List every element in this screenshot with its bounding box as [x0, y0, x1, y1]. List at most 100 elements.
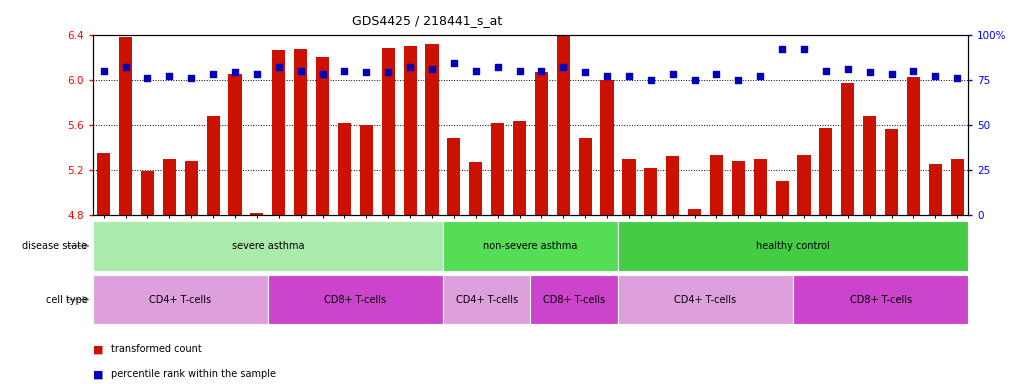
Point	[248, 71, 265, 77]
Point	[511, 68, 527, 74]
Bar	[951, 159, 964, 215]
Bar	[359, 125, 373, 215]
Bar	[381, 48, 394, 215]
Point	[402, 64, 418, 70]
Bar	[530, 275, 618, 324]
Bar	[618, 275, 793, 324]
Point	[271, 64, 287, 70]
Text: cell type: cell type	[45, 295, 88, 305]
Bar	[93, 275, 268, 324]
Bar	[885, 129, 898, 215]
Bar	[929, 164, 941, 215]
Point	[577, 70, 593, 76]
Bar	[579, 138, 591, 215]
Bar	[618, 221, 968, 271]
Bar	[688, 209, 701, 215]
Bar	[443, 275, 530, 324]
Point	[730, 77, 747, 83]
Point	[446, 60, 462, 66]
Bar	[268, 275, 443, 324]
Bar	[163, 159, 176, 215]
Bar	[819, 128, 832, 215]
Point	[796, 46, 813, 52]
Bar	[731, 161, 745, 215]
Bar	[754, 159, 766, 215]
Bar	[118, 37, 132, 215]
Bar	[97, 153, 110, 215]
Bar	[447, 138, 460, 215]
Point	[183, 75, 200, 81]
Point	[949, 75, 965, 81]
Point	[534, 68, 550, 74]
Point	[752, 73, 768, 79]
Bar	[600, 80, 614, 215]
Point	[117, 64, 134, 70]
Text: CD8+ T-cells: CD8+ T-cells	[850, 295, 912, 305]
Bar	[184, 161, 198, 215]
Point	[358, 70, 375, 76]
Bar	[793, 275, 968, 324]
Text: ■: ■	[93, 369, 103, 379]
Bar	[556, 4, 570, 215]
Point	[905, 68, 922, 74]
Point	[139, 75, 156, 81]
Text: CD4+ T-cells: CD4+ T-cells	[455, 295, 518, 305]
Bar	[294, 49, 307, 215]
Point	[380, 70, 397, 76]
Point	[664, 71, 681, 77]
Text: CD4+ T-cells: CD4+ T-cells	[675, 295, 736, 305]
Point	[643, 77, 659, 83]
Text: disease state: disease state	[23, 241, 88, 251]
Bar	[535, 72, 548, 215]
Bar	[229, 74, 241, 215]
Text: GDS4425 / 218441_s_at: GDS4425 / 218441_s_at	[352, 14, 503, 27]
Point	[314, 71, 331, 77]
Point	[468, 68, 484, 74]
Bar	[338, 122, 351, 215]
Point	[774, 46, 790, 52]
Point	[884, 71, 900, 77]
Text: healthy control: healthy control	[756, 241, 830, 251]
Bar	[863, 116, 877, 215]
Point	[861, 70, 878, 76]
Text: CD8+ T-cells: CD8+ T-cells	[543, 295, 606, 305]
Bar	[469, 162, 482, 215]
Text: non-severe asthma: non-severe asthma	[483, 241, 578, 251]
Point	[227, 70, 243, 76]
Point	[555, 64, 572, 70]
Point	[293, 68, 309, 74]
Bar	[316, 57, 329, 215]
Bar	[93, 221, 443, 271]
Bar	[425, 44, 439, 215]
Point	[818, 68, 834, 74]
Bar	[141, 171, 153, 215]
Point	[621, 73, 638, 79]
Bar	[513, 121, 526, 215]
Bar	[206, 116, 219, 215]
Point	[489, 64, 506, 70]
Bar	[906, 78, 920, 215]
Bar	[776, 181, 789, 215]
Point	[96, 68, 112, 74]
Point	[927, 73, 943, 79]
Bar	[622, 159, 636, 215]
Point	[709, 71, 725, 77]
Text: percentile rank within the sample: percentile rank within the sample	[111, 369, 276, 379]
Text: CD8+ T-cells: CD8+ T-cells	[324, 295, 386, 305]
Bar	[644, 168, 657, 215]
Bar	[710, 155, 723, 215]
Bar	[491, 122, 504, 215]
Bar	[842, 83, 854, 215]
Bar	[272, 50, 285, 215]
Bar	[443, 221, 618, 271]
Bar	[797, 155, 811, 215]
Text: transformed count: transformed count	[111, 344, 202, 354]
Point	[336, 68, 352, 74]
Bar	[404, 46, 416, 215]
Text: severe asthma: severe asthma	[232, 241, 304, 251]
Point	[598, 73, 615, 79]
Point	[423, 66, 440, 72]
Point	[839, 66, 856, 72]
Point	[686, 77, 702, 83]
Point	[161, 73, 177, 79]
